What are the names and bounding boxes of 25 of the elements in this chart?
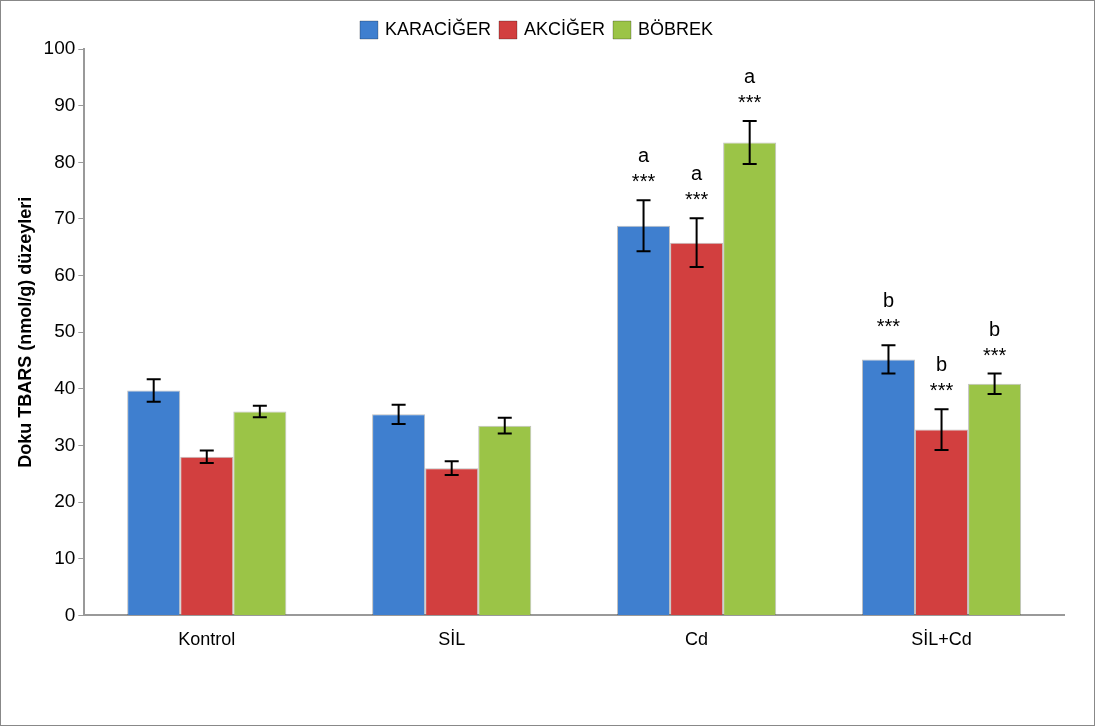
legend-label: AKCİĞER xyxy=(523,17,606,39)
y-tick-label: 20 xyxy=(54,490,76,512)
data-label: b *** xyxy=(982,316,1007,368)
y-tick-label: 0 xyxy=(64,603,76,625)
y-tick-label: 60 xyxy=(54,263,76,285)
data-label: b *** xyxy=(929,352,954,404)
data-label: a *** xyxy=(737,63,762,115)
y-tick-label: 50 xyxy=(54,320,76,342)
y-tick-label: 80 xyxy=(54,150,76,172)
x-tick-label: Cd xyxy=(685,629,709,650)
y-tick-label: 30 xyxy=(54,433,76,455)
y-tick-label: 90 xyxy=(54,93,76,115)
legend-label: KARACİĞER xyxy=(384,17,491,39)
x-tick-label: Kontrol xyxy=(178,629,236,650)
y-tick-label: 40 xyxy=(54,377,76,399)
data-label: a *** xyxy=(684,161,709,213)
x-tick-label: SİL+Cd xyxy=(911,629,972,650)
y-tick-label: 10 xyxy=(54,546,76,568)
x-tick-label: SİL xyxy=(438,629,466,650)
y-tick-label: 70 xyxy=(54,207,76,229)
y-axis-title: Doku TBARS (nmol/g) düzeyleri xyxy=(14,196,35,468)
legend-label: BÖBREK xyxy=(638,18,714,39)
data-label: a *** xyxy=(631,143,656,195)
data-label: b *** xyxy=(876,288,901,340)
y-tick-label: 100 xyxy=(43,37,76,59)
